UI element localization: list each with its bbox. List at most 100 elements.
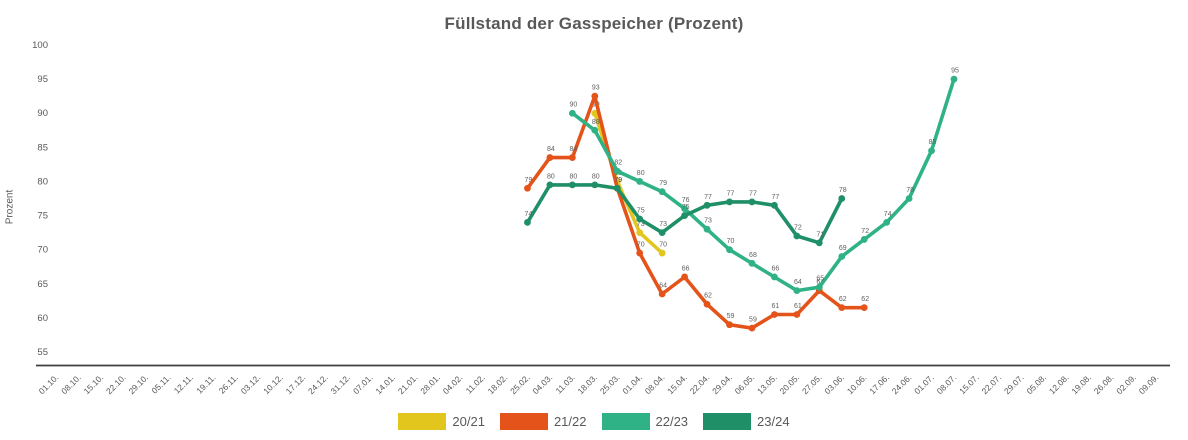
legend-label: 21/22 — [553, 414, 587, 429]
series-marker-21/22 — [771, 311, 778, 318]
series-line-22/23 — [570, 77, 956, 293]
point-value-label: 95 — [951, 68, 959, 75]
point-value-label: 59 — [749, 317, 757, 324]
x-tick-label: 25.02. — [508, 372, 532, 396]
x-tick-label: 24.12. — [306, 372, 330, 396]
point-value-label: 70 — [637, 242, 645, 249]
x-tick-label: 22.10. — [104, 372, 128, 396]
series-marker-21/22 — [838, 304, 846, 312]
series-marker-21/22 — [658, 290, 666, 298]
series-marker-21/22 — [726, 321, 733, 329]
y-tick-label: 100 — [32, 40, 48, 51]
point-value-label: 88 — [592, 119, 600, 126]
series-marker-20/21 — [658, 249, 666, 257]
legend-label: 23/24 — [757, 414, 790, 429]
series-marker-23/24 — [815, 239, 823, 247]
x-tick-label: 03.06. — [822, 372, 846, 396]
series-marker-23/24 — [838, 195, 846, 202]
point-value-label: 73 — [637, 221, 645, 228]
point-value-label: 84 — [569, 146, 577, 153]
series-marker-22/23 — [591, 126, 599, 134]
x-tick-label: 20.05. — [777, 372, 801, 396]
series-marker-23/24 — [771, 201, 778, 209]
point-value-label: 71 — [816, 231, 824, 238]
series-marker-22/23 — [681, 205, 688, 213]
x-tick-label: 11.02. — [464, 372, 487, 395]
point-value-label: 80 — [637, 170, 645, 177]
point-value-label: 75 — [637, 207, 645, 214]
x-tick-label: 08.10. — [59, 372, 83, 396]
point-value-label: 80 — [592, 173, 600, 180]
point-value-label: 66 — [682, 265, 690, 272]
x-tick-label: 24.06. — [890, 372, 914, 396]
series-marker-23/24 — [636, 215, 644, 223]
series-marker-20/21 — [591, 109, 599, 117]
series-marker-23/24 — [591, 181, 599, 189]
x-tick-label: 15.04. — [665, 372, 689, 396]
series-marker-22/23 — [793, 287, 801, 294]
series-marker-22/23 — [568, 109, 576, 117]
point-value-label: 76 — [682, 197, 690, 204]
series-marker-23/24 — [613, 184, 621, 192]
point-value-label: 77 — [749, 190, 757, 197]
series-marker-22/23 — [815, 283, 823, 291]
x-tick-label: 13.05. — [755, 372, 779, 396]
series-marker-21/22 — [636, 249, 644, 257]
legend-swatch-21/22 — [499, 413, 548, 430]
x-tick-label: 19.08. — [1069, 372, 1093, 396]
x-tick-label: 29.04. — [710, 372, 734, 396]
x-tick-label: 29.10. — [126, 372, 150, 396]
point-value-label: 79 — [614, 177, 622, 184]
x-tick-label: 22.07. — [980, 372, 1004, 396]
y-tick-label: 75 — [37, 211, 48, 222]
x-tick-label: 19.11. — [194, 372, 217, 395]
point-value-label: 74 — [525, 211, 533, 218]
point-value-label: 85 — [929, 139, 937, 146]
point-value-label: 64 — [794, 279, 802, 286]
point-value-label: 80 — [569, 173, 577, 180]
series-marker-21/22 — [546, 154, 554, 161]
x-tick-label: 02.09. — [1114, 372, 1138, 396]
series-marker-22/23 — [748, 259, 756, 267]
series-marker-23/24 — [546, 181, 554, 189]
x-tick-label: 05.11. — [149, 372, 172, 395]
point-value-label: 62 — [861, 296, 869, 303]
x-tick-label: 14.01. — [373, 372, 397, 396]
x-tick-label: 08.07. — [935, 372, 959, 396]
point-value-label: 61 — [794, 303, 802, 310]
x-tick-label: 29.07. — [1002, 372, 1026, 396]
series-marker-22/23 — [636, 178, 644, 185]
legend-item-21/22: 21/22 — [499, 413, 587, 430]
point-value-label: 72 — [861, 228, 869, 235]
x-tick-label: 28.01. — [418, 372, 442, 396]
legend-swatch-23/24 — [703, 413, 752, 430]
x-tick-label: 04.03. — [531, 372, 555, 396]
point-value-label: 59 — [727, 313, 735, 320]
legend-label: 22/23 — [655, 414, 689, 429]
point-value-label: 77 — [727, 190, 735, 197]
series-marker-21/22 — [524, 184, 531, 192]
x-tick-label: 07.01. — [351, 372, 375, 396]
x-tick-label: 09.09. — [1137, 372, 1161, 396]
point-value-label: 62 — [704, 293, 712, 300]
x-tick-label: 04.02. — [441, 372, 465, 396]
y-tick-label: 95 — [37, 74, 48, 85]
point-value-label: 68 — [749, 252, 757, 259]
series-marker-22/23 — [883, 218, 891, 226]
x-tick-label: 27.05. — [800, 372, 824, 396]
series-marker-23/24 — [681, 212, 688, 219]
point-value-label: 84 — [547, 146, 555, 153]
x-tick-label: 18.03. — [575, 372, 599, 396]
y-tick-label: 85 — [37, 142, 48, 153]
point-value-label: 93 — [592, 85, 600, 92]
y-tick-label: 65 — [37, 279, 48, 290]
series-marker-23/24 — [793, 232, 801, 240]
x-tick-label: 12.11. — [172, 372, 195, 395]
point-value-label: 80 — [547, 173, 555, 180]
point-value-label: 70 — [659, 242, 667, 249]
series-marker-21/22 — [748, 324, 756, 332]
chart-title: Füllstand der Gasspeicher (Prozent) — [444, 14, 744, 33]
point-value-label: 82 — [614, 160, 622, 167]
series-marker-22/23 — [950, 75, 958, 83]
legend-swatch-22/23 — [601, 413, 650, 430]
